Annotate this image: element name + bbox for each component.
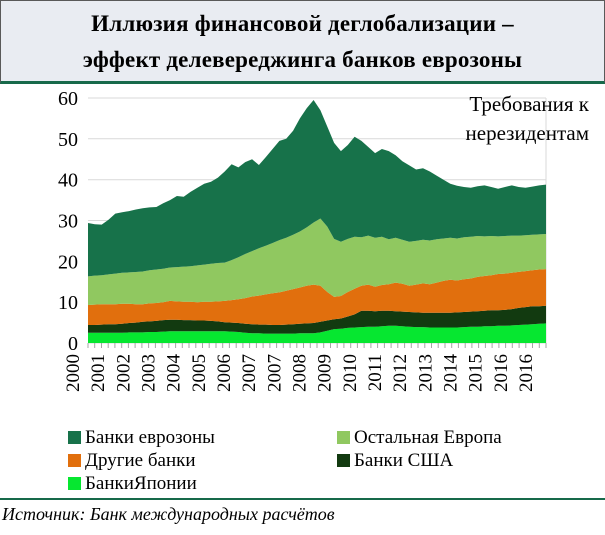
area-series-3: [88, 218, 546, 305]
y-tick-label: 40: [58, 170, 78, 192]
y-tick-label: 30: [58, 211, 78, 233]
legend-label-eurozone: Банки еврозоны: [85, 427, 215, 448]
x-tick-label: 2008: [290, 354, 311, 392]
source-note: Источник: Банк международных расчётов: [2, 504, 335, 524]
x-tick-label: 2015: [466, 354, 487, 392]
legend-label-other-banks: Другие банки: [85, 450, 196, 471]
legend: Банки еврозоны Остальная Европа Другие б…: [0, 426, 605, 495]
legend-label-us-banks: Банки США: [354, 450, 454, 471]
page-title-line1: Иллюзия финансовой деглобализации –: [91, 11, 514, 36]
area-series-1: [88, 305, 546, 334]
x-tick-label: 2010: [340, 354, 361, 392]
chart-annotation: Требования к нерезидентам: [466, 90, 589, 148]
x-tick-label: 2001: [88, 354, 109, 392]
y-tick-label: 50: [58, 129, 78, 151]
legend-swatch-other-banks: [68, 454, 81, 467]
area-series-0: [88, 323, 546, 343]
legend-item-japan-banks: БанкиЯпонии: [68, 472, 337, 495]
x-tick-label: 2000: [63, 354, 84, 392]
legend-item-us-banks: Банки США: [337, 449, 605, 472]
separator-rule: [0, 498, 605, 500]
x-tick-label: 2011: [365, 354, 386, 391]
legend-item-other-banks: Другие банки: [68, 449, 337, 472]
legend-swatch-us-banks: [337, 454, 350, 467]
x-tick-label: 2004: [164, 354, 185, 393]
x-tick-label: 2007: [239, 354, 260, 392]
x-tick-label: 2013: [415, 354, 436, 392]
legend-swatch-japan-banks: [68, 477, 81, 490]
x-tick-label: 2009: [315, 354, 336, 392]
annotation-line2: нерезидентам: [465, 121, 589, 145]
y-tick-label: 0: [68, 333, 78, 355]
x-tick-label: 2005: [189, 354, 210, 392]
title-block: Иллюзия финансовой деглобализации – эффе…: [0, 0, 605, 84]
x-tick-label: 2007: [264, 354, 285, 392]
x-tick-label: 2006: [214, 354, 235, 392]
chart-area: 0 10 20 30 40 50 60 2000 2001 2002 2003 2004 2005 200…: [0, 84, 605, 424]
legend-item-rest-europe: Остальная Европа: [337, 426, 605, 449]
x-tick-label: 2014: [441, 354, 462, 393]
annotation-line1: Требования к: [469, 92, 589, 116]
x-tick-label: 2002: [113, 354, 134, 392]
x-tick-label: 2016: [516, 354, 537, 392]
x-tick-label: 2016: [491, 354, 512, 392]
x-tick-label: 2012: [390, 354, 411, 392]
legend-swatch-rest-europe: [337, 431, 350, 444]
legend-item-eurozone: Банки еврозоны: [68, 426, 337, 449]
y-tick-label: 20: [58, 251, 78, 273]
y-tick-label: 60: [58, 88, 78, 110]
page-title-line2: эффект делевереджинга банков еврозоны: [82, 47, 523, 72]
x-tick-label: 2003: [139, 354, 160, 392]
legend-label-rest-europe: Остальная Европа: [354, 427, 502, 448]
legend-swatch-eurozone: [68, 431, 81, 444]
area-series-4: [88, 100, 546, 277]
area-series-2: [88, 269, 546, 325]
y-tick-label: 10: [58, 292, 78, 314]
legend-label-japan-banks: БанкиЯпонии: [85, 473, 197, 494]
